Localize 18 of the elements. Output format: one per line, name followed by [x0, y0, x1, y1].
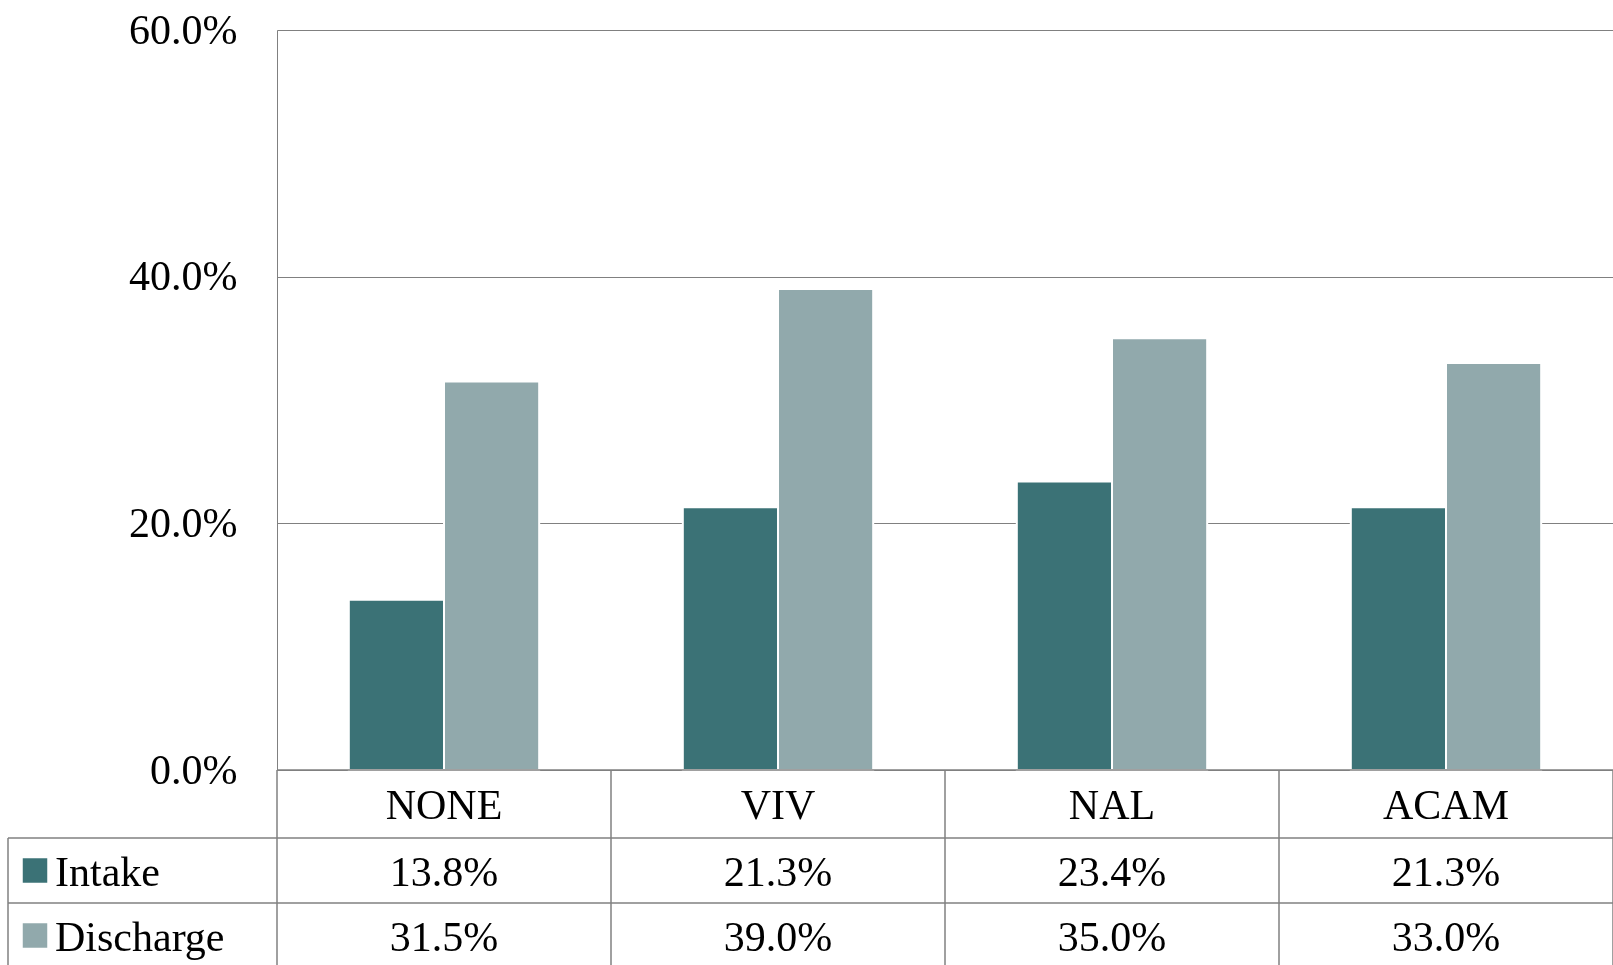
x-tick-label: NONE [385, 782, 503, 828]
text: 39.0% [723, 913, 833, 960]
text: 21.3% [723, 848, 833, 895]
text: 13.8% [389, 848, 499, 895]
x-tick-label: ACAM [1382, 782, 1510, 828]
x-tick-label: NAL [1068, 782, 1156, 828]
legend-label: Intake [55, 848, 160, 895]
x-tick-label: VIV [740, 782, 816, 828]
y-tick-label: 40.0% [129, 253, 238, 300]
y-tick-label: 20.0% [129, 499, 238, 546]
y-tick-label: 0.0% [150, 746, 238, 793]
text: 23.4% [1057, 848, 1167, 895]
legend-label: Discharge [55, 913, 225, 960]
y-tick-label: 60.0% [129, 6, 238, 53]
text: 21.3% [1391, 848, 1501, 895]
text: 35.0% [1057, 913, 1167, 960]
text: 33.0% [1391, 913, 1501, 960]
text: 31.5% [389, 913, 499, 960]
